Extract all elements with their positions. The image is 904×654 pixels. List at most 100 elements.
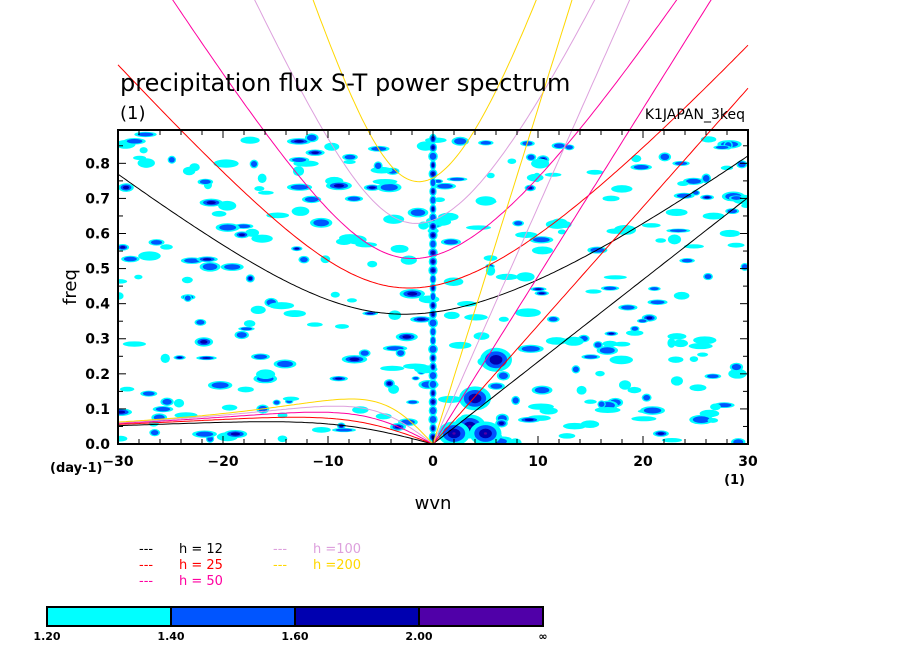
contour-blob bbox=[430, 275, 436, 283]
contour-blob bbox=[213, 159, 239, 168]
contour-blob bbox=[572, 366, 579, 373]
contour-blob bbox=[611, 185, 633, 193]
kelvin-curve-h100 bbox=[432, 0, 631, 445]
contour-blob bbox=[683, 244, 704, 249]
contour-blob bbox=[195, 431, 214, 437]
contour-blob bbox=[277, 360, 293, 368]
kelvin-curve-h12 bbox=[432, 197, 749, 445]
contour-blob bbox=[594, 342, 602, 348]
contour-blob bbox=[670, 376, 683, 386]
contour-blob bbox=[677, 181, 689, 187]
contour-blob bbox=[250, 305, 266, 315]
contour-blob bbox=[294, 140, 304, 143]
contour-blob bbox=[347, 196, 361, 201]
contour-blob bbox=[431, 391, 435, 396]
contour-blob bbox=[211, 382, 229, 389]
contour-blob bbox=[431, 224, 435, 229]
contour-blob bbox=[291, 206, 310, 216]
contour-blob bbox=[431, 250, 435, 255]
contour-blob bbox=[452, 432, 456, 435]
contour-blob bbox=[236, 332, 247, 338]
contour-blob bbox=[243, 320, 256, 328]
contour-blob bbox=[480, 141, 492, 145]
contour-blob bbox=[402, 335, 412, 339]
dispersion-curves bbox=[117, 0, 749, 445]
contour-blob bbox=[551, 218, 568, 226]
colorbar-swatch bbox=[46, 606, 172, 627]
contour-blob bbox=[466, 225, 491, 230]
contour-blob bbox=[633, 164, 649, 170]
contour-blob bbox=[324, 142, 340, 151]
contour-blob bbox=[333, 183, 345, 188]
contour-blob bbox=[372, 178, 398, 185]
contour-blob bbox=[498, 421, 505, 425]
contour-blob bbox=[346, 235, 367, 245]
contour-blob bbox=[184, 295, 191, 301]
contour-blob bbox=[430, 179, 436, 187]
contour-blob bbox=[437, 183, 453, 189]
contour-blob bbox=[667, 333, 687, 340]
contour-blob bbox=[431, 171, 435, 176]
contour-blob bbox=[702, 174, 710, 182]
contour-blob bbox=[133, 155, 147, 161]
contour-blob bbox=[464, 314, 488, 321]
contour-blob bbox=[155, 406, 171, 412]
colorbar-label: 1.20 bbox=[33, 630, 60, 643]
contour-blob bbox=[719, 229, 741, 238]
contour-blob bbox=[118, 292, 124, 300]
contour-blob bbox=[256, 369, 276, 380]
contour-blob bbox=[563, 336, 584, 346]
contour-blob bbox=[118, 435, 128, 442]
contour-blob bbox=[254, 186, 265, 192]
contour-blob bbox=[741, 203, 748, 209]
contour-blob bbox=[221, 404, 238, 411]
contour-blob bbox=[150, 240, 163, 245]
contour-blob bbox=[431, 356, 435, 361]
contour-blob bbox=[410, 209, 426, 216]
rossby-curve-h50 bbox=[117, 411, 434, 445]
inertio-gravity-curve-h50 bbox=[172, 0, 678, 259]
contour-blob bbox=[257, 173, 267, 184]
contour-blob bbox=[360, 350, 369, 356]
contour-blob bbox=[277, 435, 288, 443]
colorbar-swatch bbox=[418, 606, 544, 627]
contour-blob bbox=[563, 422, 587, 430]
legend-dash: --- bbox=[139, 542, 153, 557]
contour-blob bbox=[430, 293, 436, 301]
contour-blob bbox=[344, 154, 356, 160]
contour-blob bbox=[184, 258, 200, 263]
contour-blob bbox=[580, 420, 600, 428]
contour-blob bbox=[655, 238, 667, 243]
contour-blob bbox=[211, 210, 227, 217]
contour-blob bbox=[693, 336, 717, 345]
y-tick-label: 0.6 bbox=[85, 226, 110, 242]
contour-blob bbox=[160, 353, 170, 364]
contour-blob bbox=[449, 177, 465, 181]
contour-blob bbox=[160, 244, 173, 250]
rossby-curve-h200 bbox=[117, 398, 434, 445]
contour-blob bbox=[539, 407, 558, 415]
contour-blob bbox=[668, 356, 684, 363]
contour-blob bbox=[598, 401, 605, 407]
chart-subtitle: (1) bbox=[120, 103, 146, 124]
contour-blob bbox=[704, 196, 710, 199]
contour-blob bbox=[515, 231, 538, 238]
contour-blob bbox=[412, 376, 419, 380]
contour-blob bbox=[282, 396, 300, 401]
legend-label: h =200 bbox=[313, 558, 361, 573]
y-tick-label: 0.5 bbox=[85, 262, 110, 278]
contour-blob bbox=[367, 312, 374, 315]
contour-blob bbox=[594, 407, 621, 413]
y-axis-label: freq bbox=[60, 269, 81, 305]
contour-blob bbox=[430, 196, 436, 204]
contour-blob bbox=[595, 370, 605, 377]
contour-blob bbox=[738, 161, 746, 168]
contour-blob bbox=[202, 263, 218, 271]
contour-blob bbox=[532, 237, 550, 243]
contour-blob bbox=[294, 247, 300, 250]
x-unit-label: (1) bbox=[724, 473, 745, 488]
contour-blob bbox=[602, 195, 620, 202]
contour-blob bbox=[534, 386, 550, 394]
contour-blob bbox=[431, 259, 435, 264]
